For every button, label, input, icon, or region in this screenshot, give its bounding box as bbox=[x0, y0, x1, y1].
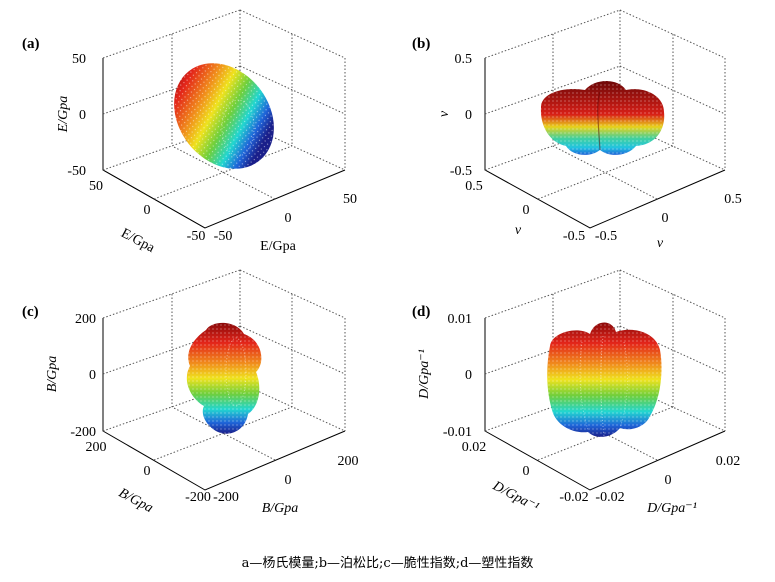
panel-a-ytick-2: 0 bbox=[285, 211, 292, 226]
panel-a-xtick-2: 0 bbox=[144, 203, 151, 218]
panel-c-ztick-top: 200 bbox=[75, 312, 96, 327]
panel-b: (b) bbox=[412, 9, 742, 251]
panel-d: (d) bbox=[412, 269, 741, 516]
panel-b-ylabel: ν bbox=[657, 236, 664, 251]
panel-b-ztick-bottom: -0.5 bbox=[450, 164, 472, 179]
panel-c-ytick-3: 200 bbox=[338, 454, 359, 469]
panel-d-ztick-top: 0.01 bbox=[448, 312, 473, 327]
panel-b-xtick-1: 0.5 bbox=[465, 179, 483, 194]
panel-b-ztick-top: 0.5 bbox=[455, 52, 473, 67]
panel-c-ztick-bottom: -200 bbox=[70, 425, 96, 440]
panel-a-ylabel: E/Gpa bbox=[260, 239, 297, 254]
panel-d-xtick-2: 0 bbox=[523, 464, 530, 479]
panel-a-surface bbox=[174, 63, 274, 169]
panel-c-ylabel: B/Gpa bbox=[262, 501, 299, 516]
panel-c-surface bbox=[186, 322, 262, 434]
panel-b-ztick-mid: 0 bbox=[465, 108, 472, 123]
plots-svg: (a) bbox=[22, 9, 742, 516]
panel-d-zlabel: D/Gpa⁻¹ bbox=[417, 349, 432, 400]
panel-c-xtick-3: -200 bbox=[185, 490, 211, 505]
panel-c: (c) bbox=[22, 269, 359, 516]
panel-a-ztick-mid: 0 bbox=[79, 108, 86, 123]
panel-a: (a) bbox=[22, 9, 357, 256]
panel-b-zlabel: ν bbox=[437, 110, 452, 117]
panel-c-ytick-1: -200 bbox=[213, 490, 239, 505]
panel-a-xlabel: E/Gpa bbox=[118, 226, 157, 256]
panel-c-xtick-1: 200 bbox=[86, 440, 107, 455]
panel-a-xtick-3: -50 bbox=[187, 229, 206, 244]
panel-c-tag: (c) bbox=[22, 304, 39, 320]
panel-a-box bbox=[102, 9, 346, 229]
panel-c-zlabel: B/Gpa bbox=[45, 356, 60, 393]
panel-d-xtick-3: -0.02 bbox=[559, 490, 588, 505]
panel-c-ytick-2: 0 bbox=[285, 473, 292, 488]
panel-b-ytick-3: 0.5 bbox=[724, 192, 742, 207]
panel-d-xlabel: D/Gpa⁻¹ bbox=[489, 478, 541, 515]
panel-b-surface bbox=[540, 81, 665, 155]
panel-d-ztick-bottom: -0.01 bbox=[443, 425, 472, 440]
panel-c-ztick-mid: 0 bbox=[89, 368, 96, 383]
panel-d-ytick-3: 0.02 bbox=[716, 454, 741, 469]
panel-a-ztick-top: 50 bbox=[72, 52, 86, 67]
panel-c-xtick-2: 0 bbox=[144, 464, 151, 479]
figure-caption: a—杨氏模量;b—泊松比;c—脆性指数;d—塑性指数 bbox=[241, 556, 534, 571]
panel-d-surface bbox=[547, 322, 662, 437]
panel-b-xtick-2: 0 bbox=[523, 203, 530, 218]
panel-a-ztick-bottom: -50 bbox=[67, 164, 86, 179]
panel-b-xtick-3: -0.5 bbox=[563, 229, 585, 244]
panel-a-tag: (a) bbox=[22, 36, 40, 52]
panel-d-ytick-1: -0.02 bbox=[595, 490, 624, 505]
panel-c-xlabel: B/Gpa bbox=[116, 486, 155, 516]
panel-b-xlabel: ν bbox=[515, 223, 522, 238]
panel-d-ytick-2: 0 bbox=[665, 473, 672, 488]
panel-d-ztick-mid: 0 bbox=[465, 368, 472, 383]
panel-a-ytick-1: -50 bbox=[214, 229, 233, 244]
panel-b-ytick-2: 0 bbox=[662, 211, 669, 226]
panel-b-ytick-1: -0.5 bbox=[595, 229, 617, 244]
panel-d-ylabel: D/Gpa⁻¹ bbox=[646, 501, 697, 516]
panel-a-ytick-3: 50 bbox=[343, 192, 357, 207]
panel-d-tag: (d) bbox=[412, 304, 430, 320]
panel-a-xtick-1: 50 bbox=[89, 179, 103, 194]
panel-b-tag: (b) bbox=[412, 36, 430, 52]
panel-d-xtick-1: 0.02 bbox=[462, 440, 487, 455]
panel-c-box bbox=[102, 269, 346, 491]
panel-a-zlabel: E/Gpa bbox=[56, 96, 71, 134]
